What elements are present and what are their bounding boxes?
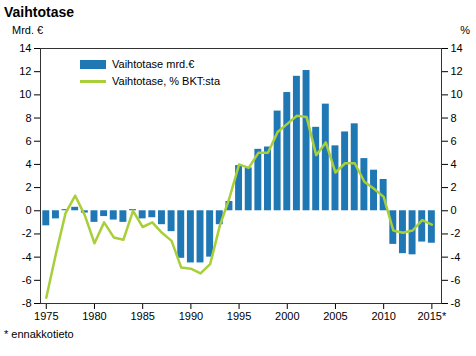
svg-text:4: 4 (25, 158, 31, 170)
svg-text:6: 6 (25, 135, 31, 147)
svg-text:1985: 1985 (130, 310, 154, 322)
svg-text:10: 10 (451, 88, 463, 100)
html-text:Mrd. €: Mrd. € (12, 24, 44, 36)
svg-text:2000: 2000 (275, 310, 299, 322)
svg-text:12: 12 (19, 65, 31, 77)
svg-text:1995: 1995 (227, 310, 251, 322)
svg-text:0: 0 (25, 204, 31, 216)
svg-text:0: 0 (451, 204, 457, 216)
svg-text:-4: -4 (22, 251, 32, 263)
svg-text:1980: 1980 (82, 310, 106, 322)
svg-text:14: 14 (19, 42, 31, 54)
html-text:Vaihtotase: Vaihtotase (4, 4, 74, 20)
svg-text:2005: 2005 (323, 310, 347, 322)
svg-text:10: 10 (19, 88, 31, 100)
svg-text:2: 2 (451, 181, 457, 193)
svg-text:1975: 1975 (34, 310, 58, 322)
svg-text:-4: -4 (451, 251, 461, 263)
svg-text:-8: -8 (22, 297, 32, 309)
html-text:Vaihtotase, % BKT:sta: Vaihtotase, % BKT:sta (112, 75, 220, 87)
svg-text:2015*: 2015* (417, 310, 446, 322)
svg-text:2010: 2010 (371, 310, 395, 322)
svg-text:14: 14 (451, 42, 463, 54)
svg-text:6: 6 (451, 135, 457, 147)
svg-text:4: 4 (451, 158, 457, 170)
svg-text:-6: -6 (451, 274, 461, 286)
svg-text:1990: 1990 (179, 310, 203, 322)
svg-text:12: 12 (451, 65, 463, 77)
svg-text:-2: -2 (22, 227, 32, 239)
svg-text:-8: -8 (451, 297, 461, 309)
svg-text:8: 8 (25, 112, 31, 124)
svg-text:2: 2 (25, 181, 31, 193)
svg-text:-6: -6 (22, 274, 32, 286)
html-text:* ennakkotieto: * ennakkotieto (4, 328, 74, 340)
svg-text:8: 8 (451, 112, 457, 124)
html-text:Vaihtotase mrd.€: Vaihtotase mrd.€ (112, 58, 195, 70)
svg-text:-2: -2 (451, 227, 461, 239)
